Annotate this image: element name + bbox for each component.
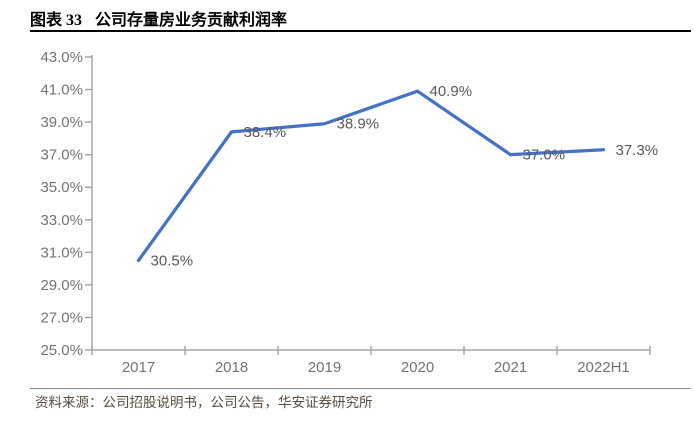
- title-divider: [30, 30, 691, 32]
- x-tick-label: 2019: [308, 359, 341, 376]
- series-line: [136, 89, 606, 263]
- data-label: 30.5%: [151, 252, 194, 269]
- x-tick-label: 2022H1: [577, 359, 630, 376]
- figure-label: 图表 33: [30, 12, 83, 29]
- y-tick-label: 25.0%: [40, 342, 83, 359]
- source-note: 资料来源：公司招股说明书，公司公告，华安证券研究所: [35, 395, 373, 410]
- x-tick-label: 2020: [401, 359, 434, 376]
- x-tick-label: 2021: [494, 359, 527, 376]
- data-label: 38.9%: [337, 116, 380, 133]
- x-tick-label: 2018: [215, 359, 248, 376]
- footer-divider: [30, 388, 691, 389]
- figure-title: 公司存量房业务贡献利润率: [95, 12, 288, 29]
- y-tick-label: 37.0%: [40, 147, 83, 164]
- y-tick-label: 43.0%: [40, 49, 83, 66]
- x-tick-label: 2017: [122, 359, 155, 376]
- y-tick-label: 29.0%: [40, 277, 83, 294]
- figure-header: 图表 33 公司存量房业务贡献利润率: [30, 6, 287, 30]
- y-tick-label: 31.0%: [40, 244, 83, 261]
- data-label: 40.9%: [430, 83, 473, 100]
- y-tick-label: 41.0%: [40, 82, 83, 99]
- y-tick-label: 39.0%: [40, 114, 83, 131]
- data-label: 37.3%: [616, 142, 659, 159]
- y-tick-label: 27.0%: [40, 309, 83, 326]
- y-tick-label: 33.0%: [40, 212, 83, 229]
- data-label: 38.4%: [244, 124, 287, 141]
- y-tick-label: 35.0%: [40, 179, 83, 196]
- data-label: 37.0%: [523, 147, 566, 164]
